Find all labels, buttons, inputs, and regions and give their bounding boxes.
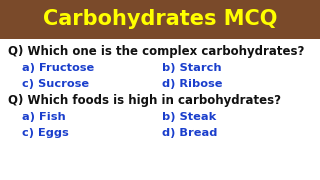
Text: Q) Which one is the complex carbohydrates?: Q) Which one is the complex carbohydrate… bbox=[8, 45, 304, 58]
Text: a) Fish: a) Fish bbox=[22, 112, 66, 122]
Text: a) Fructose: a) Fructose bbox=[22, 63, 94, 73]
Text: c) Eggs: c) Eggs bbox=[22, 128, 69, 138]
Text: Carbohydrates MCQ: Carbohydrates MCQ bbox=[43, 9, 277, 29]
Text: b) Starch: b) Starch bbox=[162, 63, 222, 73]
Text: Q) Which foods is high in carbohydrates?: Q) Which foods is high in carbohydrates? bbox=[8, 94, 281, 107]
Text: b) Steak: b) Steak bbox=[162, 112, 216, 122]
Bar bbox=[0, 0, 320, 39]
Text: d) Ribose: d) Ribose bbox=[162, 79, 222, 89]
Text: d) Bread: d) Bread bbox=[162, 128, 217, 138]
Text: c) Sucrose: c) Sucrose bbox=[22, 79, 89, 89]
